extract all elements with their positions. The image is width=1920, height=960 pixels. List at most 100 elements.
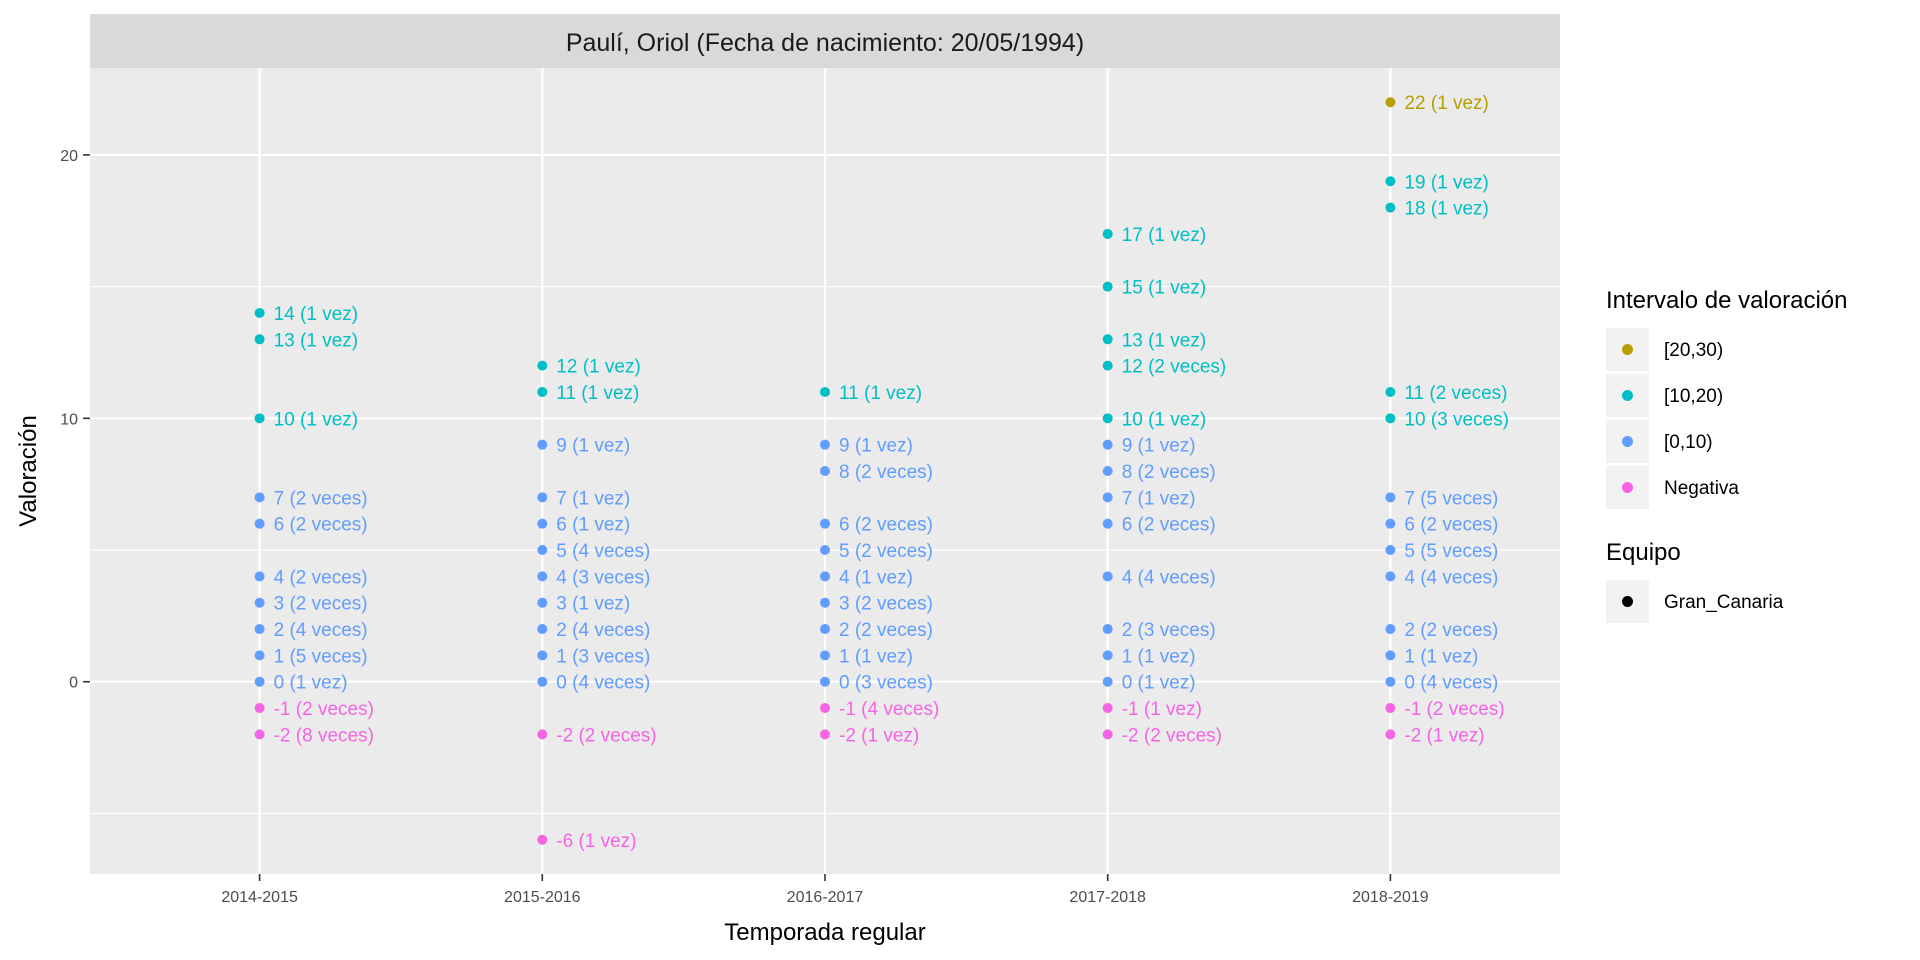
data-label: 5 (2 veces)	[839, 541, 933, 562]
data-point	[254, 676, 265, 687]
y-tick-label: 20	[60, 148, 78, 165]
major-gridlines	[90, 68, 1560, 874]
data-label: 6 (2 veces)	[274, 515, 368, 536]
data-points	[254, 97, 1396, 845]
data-point	[1385, 729, 1396, 740]
data-label: 4 (4 veces)	[1404, 567, 1498, 588]
data-label: 7 (5 veces)	[1404, 488, 1498, 509]
facet-strip	[90, 14, 1560, 68]
legend-item-label: [20,30)	[1664, 340, 1723, 361]
data-point	[1385, 624, 1396, 635]
data-point	[1385, 518, 1396, 529]
legend-item-label: [10,20)	[1664, 386, 1723, 407]
data-point	[254, 650, 265, 661]
data-point	[820, 703, 830, 714]
legend-key-dot	[1622, 596, 1633, 607]
data-point	[1385, 676, 1396, 687]
data-point	[820, 624, 830, 635]
data-label: -2 (1 vez)	[1404, 725, 1484, 746]
data-point	[537, 386, 548, 397]
data-label: 6 (2 veces)	[1122, 515, 1216, 536]
legend-key-dot	[1622, 390, 1633, 401]
data-label: -2 (1 vez)	[839, 725, 919, 746]
data-point	[254, 334, 265, 345]
data-point	[1102, 413, 1113, 424]
data-point	[820, 386, 830, 397]
x-tick-label: 2015-2016	[504, 889, 581, 906]
data-label: 1 (5 veces)	[274, 646, 368, 667]
legend-title: Equipo	[1606, 539, 1681, 566]
data-point	[537, 518, 548, 529]
data-label: 8 (2 veces)	[839, 462, 933, 483]
data-point	[537, 729, 548, 740]
data-label: 8 (2 veces)	[1122, 462, 1216, 483]
data-point	[820, 466, 830, 476]
data-point	[537, 597, 548, 608]
y-tick-label: 0	[69, 675, 78, 692]
data-label: 0 (3 veces)	[839, 673, 933, 694]
data-point	[1102, 518, 1113, 529]
data-label: 6 (2 veces)	[1404, 515, 1498, 536]
data-label: 11 (1 vez)	[556, 383, 639, 404]
x-axis-title: Temporada regular	[724, 919, 925, 946]
data-point	[254, 729, 265, 740]
data-label: 13 (1 vez)	[274, 330, 358, 351]
data-point	[1102, 729, 1113, 740]
data-label: 4 (3 veces)	[556, 567, 650, 588]
data-label: 7 (2 veces)	[274, 488, 368, 509]
data-label: 10 (3 veces)	[1404, 409, 1509, 430]
data-label: 11 (1 vez)	[839, 383, 922, 404]
x-axis: 2014-2015 2015-2016 2016-2017 2017-2018 2018…	[221, 874, 1429, 906]
data-point	[1385, 413, 1396, 424]
legend-key-dot	[1622, 436, 1633, 447]
data-label: 4 (2 veces)	[274, 567, 368, 588]
data-label: 5 (5 veces)	[1404, 541, 1498, 562]
data-point	[1385, 386, 1396, 397]
data-label: 3 (2 veces)	[274, 594, 368, 615]
data-label: 17 (1 vez)	[1122, 225, 1206, 246]
chart-title: Paulí, Oriol (Fecha de nacimiento: 20/05…	[566, 29, 1084, 57]
data-point	[537, 624, 548, 635]
data-label: 18 (1 vez)	[1404, 199, 1488, 220]
data-point	[1102, 466, 1113, 476]
data-point	[1102, 703, 1113, 714]
data-label: 2 (3 veces)	[1122, 620, 1216, 641]
data-label: 22 (1 vez)	[1404, 93, 1488, 114]
data-label: 1 (3 veces)	[556, 646, 650, 667]
data-point	[537, 545, 548, 556]
data-point	[1102, 624, 1113, 635]
x-tick-label: 2014-2015	[221, 889, 298, 906]
data-point	[1102, 571, 1113, 582]
data-point	[820, 439, 830, 450]
data-point	[537, 676, 548, 687]
data-point	[1102, 492, 1113, 503]
data-point	[254, 703, 265, 714]
data-label: 6 (2 veces)	[839, 515, 933, 536]
data-point	[1385, 571, 1396, 582]
data-point	[537, 492, 548, 503]
data-label: 0 (1 vez)	[1122, 673, 1196, 694]
legend-item-label: Gran_Canaria	[1664, 592, 1784, 613]
data-label: 9 (1 vez)	[556, 436, 630, 457]
legend: Intervalo de valoración [20,30) [10,20) [0,…	[1606, 287, 1847, 623]
data-label: 12 (1 vez)	[556, 357, 640, 378]
data-point	[254, 413, 265, 424]
data-label: 10 (1 vez)	[1122, 409, 1206, 430]
data-point	[1102, 360, 1113, 371]
data-point	[1102, 439, 1113, 450]
data-label: 14 (1 vez)	[274, 304, 358, 325]
data-label: 1 (1 vez)	[1122, 646, 1196, 667]
data-label: 11 (2 veces)	[1404, 383, 1507, 404]
data-point	[254, 518, 265, 529]
data-point	[537, 439, 548, 450]
data-point	[820, 676, 830, 687]
data-point	[254, 597, 265, 608]
data-point	[1102, 281, 1113, 292]
data-point	[820, 729, 830, 740]
x-tick-label: 2016-2017	[787, 889, 864, 906]
data-label: -1 (4 veces)	[839, 699, 939, 720]
data-label: -2 (8 veces)	[274, 725, 374, 746]
x-tick-label: 2017-2018	[1069, 889, 1146, 906]
data-label: 0 (4 veces)	[556, 673, 650, 694]
